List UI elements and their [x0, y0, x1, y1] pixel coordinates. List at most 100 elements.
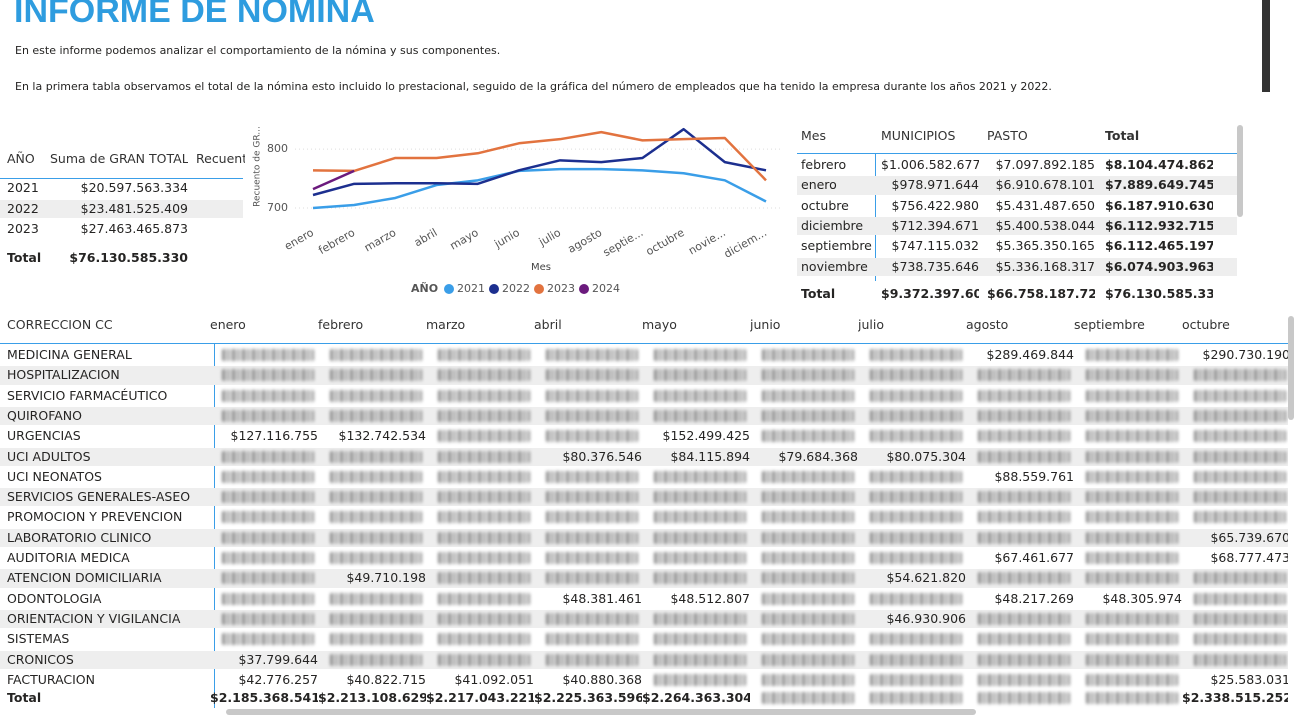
row-label: septiembre [801, 238, 872, 254]
row-label: SERVICIO FARMACÉUTICO [7, 387, 168, 403]
obscured-value [1086, 572, 1178, 585]
obscured-value [222, 450, 314, 463]
obscured-value [762, 653, 854, 666]
column-header: AÑO [7, 151, 35, 166]
scrollbar[interactable] [1237, 125, 1243, 217]
x-tick-label: febrero [316, 226, 357, 257]
cell-value: $2.213.108.629 [318, 690, 426, 705]
obscured-value [1194, 491, 1286, 504]
cell-value: $6.910.678.101 [995, 177, 1095, 193]
cell-value: $127.116.755 [230, 428, 318, 444]
cell-value: $756.422.980 [891, 197, 979, 213]
legend-label: 2024 [592, 282, 620, 295]
cell-value: $88.559.761 [994, 468, 1074, 484]
header-rule [0, 343, 1288, 344]
obscured-value [222, 491, 314, 504]
obscured-value [222, 389, 314, 402]
column-header: Mes [801, 128, 826, 143]
x-tick-label: junio [491, 226, 522, 251]
cell-value: $9.372.397.607 [881, 286, 979, 301]
column-header: MUNICIPIOS [881, 128, 956, 143]
row-label: HOSPITALIZACION [7, 367, 120, 383]
x-tick-label: julio [536, 226, 563, 249]
x-tick-label: septie... [601, 226, 646, 259]
cell-value: $2.225.363.596 [534, 690, 642, 705]
obscured-value [654, 511, 746, 524]
obscured-value [870, 673, 962, 686]
row-label: UCI ADULTOS [7, 448, 91, 464]
cell-value: $5.336.168.317 [995, 258, 1095, 274]
obscured-value [978, 692, 1070, 704]
obscured-value [546, 653, 638, 666]
cell-value: $48.305.974 [1102, 590, 1182, 606]
row-label: LABORATORIO CLINICO [7, 529, 152, 545]
x-tick-label: diciem... [722, 226, 769, 261]
obscured-value [546, 409, 638, 422]
obscured-value [1194, 369, 1286, 382]
row-label: ATENCION DOMICILIARIA [7, 570, 162, 586]
obscured-value [546, 552, 638, 564]
obscured-value [330, 450, 422, 463]
obscured-value [330, 653, 422, 666]
row-band [0, 569, 1288, 588]
obscured-value [438, 369, 530, 382]
obscured-value [330, 592, 422, 605]
x-tick-label: abril [412, 226, 440, 249]
obscured-value [870, 592, 962, 605]
obscured-value [978, 409, 1070, 422]
obscured-value [1086, 470, 1178, 483]
obscured-value [546, 491, 638, 504]
cell-value: $65.739.670 [1210, 529, 1288, 545]
obscured-value [762, 552, 854, 564]
column-header: Total [1105, 128, 1140, 143]
scrollbar[interactable] [226, 709, 976, 715]
obscured-value [330, 409, 422, 422]
obscured-value [1086, 369, 1178, 382]
obscured-value [1194, 592, 1286, 605]
cell-value: $8.104.474.862 [1105, 157, 1213, 172]
row-label: QUIROFANO [7, 407, 82, 423]
scrollbar[interactable] [1262, 0, 1270, 92]
obscured-value [762, 470, 854, 483]
obscured-value [654, 612, 746, 625]
obscured-value [1086, 511, 1178, 524]
y-tick-label: 700 [267, 201, 288, 214]
y-axis-title: Recuento de GR... [253, 126, 263, 207]
cell-value: $42.776.257 [238, 671, 318, 687]
legend-swatch [489, 284, 499, 294]
obscured-value [1086, 409, 1178, 422]
obscured-value [762, 692, 854, 704]
cell-value: $6.187.910.630 [1105, 197, 1213, 213]
row-band [797, 176, 1237, 195]
obscured-value [546, 572, 638, 585]
row-label: UCI NEONATOS [7, 468, 102, 484]
obscured-value [978, 389, 1070, 402]
row-label: MEDICINA GENERAL [7, 347, 132, 362]
obscured-value [330, 633, 422, 646]
cell-value: $290.730.190 [1202, 347, 1288, 362]
obscured-value [762, 511, 854, 524]
obscured-value [654, 389, 746, 402]
obscured-value [870, 430, 962, 443]
obscured-value [438, 349, 530, 361]
obscured-value [870, 633, 962, 646]
column-header: agosto [966, 317, 1009, 332]
row-label: Total [801, 286, 836, 301]
obscured-value [330, 491, 422, 504]
cell-value: $40.880.368 [562, 671, 642, 687]
row-label: febrero [801, 157, 847, 172]
cell-value: $80.376.546 [562, 448, 642, 464]
cell-value: $738.735.646 [891, 258, 979, 274]
obscured-value [1194, 470, 1286, 483]
cell-value: $37.799.644 [238, 651, 318, 667]
column-header: septiembre [1074, 317, 1145, 332]
obscured-value [1086, 430, 1178, 443]
obscured-value [1086, 491, 1178, 504]
obscured-value [870, 470, 962, 483]
y-tick-label: 800 [267, 142, 288, 155]
row-label: SERVICIOS GENERALES-ASEO [7, 489, 191, 505]
obscured-value [870, 389, 962, 402]
scrollbar[interactable] [1288, 316, 1294, 420]
row-band [797, 257, 1237, 276]
obscured-value [222, 592, 314, 605]
